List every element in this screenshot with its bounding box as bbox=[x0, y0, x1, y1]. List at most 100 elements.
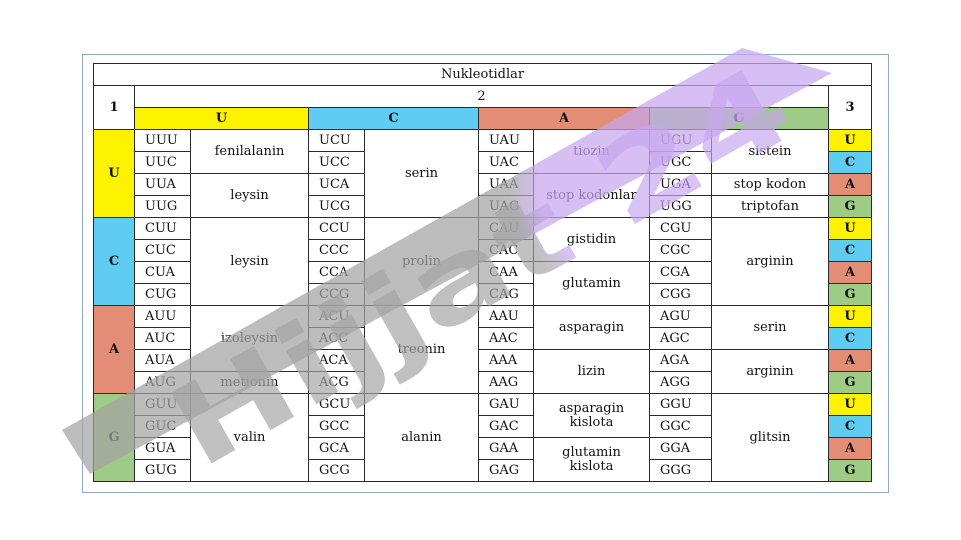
third-base-cell: C bbox=[827, 415, 873, 438]
codon-cell: ACU bbox=[308, 305, 365, 328]
codon-cell: CUA bbox=[134, 261, 191, 284]
codon-cell: AUC bbox=[134, 327, 191, 350]
third-base-cell: C bbox=[827, 239, 873, 262]
codon-cell: GAG bbox=[478, 459, 534, 482]
amino-acid-cell: glutamin bbox=[533, 261, 650, 306]
codon-table: Nukleotidlar 1 2 3 U C A G U UUU fenilal… bbox=[92, 63, 873, 482]
codon-cell: CAC bbox=[478, 239, 534, 262]
codon-cell: GAU bbox=[478, 393, 534, 416]
amino-acid-cell: izoleysin bbox=[190, 305, 309, 372]
third-base-cell: A bbox=[827, 349, 873, 372]
codon-cell: GGU bbox=[649, 393, 712, 416]
third-base-cell: U bbox=[827, 129, 873, 152]
third-base-cell: G bbox=[827, 283, 873, 306]
amino-acid-cell: arginin bbox=[711, 217, 829, 306]
codon-cell: GCA bbox=[308, 437, 365, 460]
third-base-cell: G bbox=[827, 459, 873, 482]
amino-acid-cell: glutamin kislota bbox=[533, 437, 650, 482]
codon-cell: GCU bbox=[308, 393, 365, 416]
codon-cell: CGG bbox=[649, 283, 712, 306]
codon-cell: AAU bbox=[478, 305, 534, 328]
codon-cell: CCA bbox=[308, 261, 365, 284]
amino-acid-cell: serin bbox=[711, 305, 829, 350]
third-base-cell: C bbox=[827, 327, 873, 350]
codon-cell: GUU bbox=[134, 393, 191, 416]
amino-acid-cell: treonin bbox=[364, 305, 479, 394]
amino-acid-cell: sistein bbox=[711, 129, 829, 174]
codon-table-body: Nukleotidlar 1 2 3 U C A G U UUU fenilal… bbox=[92, 63, 873, 482]
codon-cell: AUU bbox=[134, 305, 191, 328]
codon-cell: CUU bbox=[134, 217, 191, 240]
codon-cell: UUA bbox=[134, 173, 191, 196]
codon-cell: CUC bbox=[134, 239, 191, 262]
codon-cell: GAC bbox=[478, 415, 534, 438]
codon-cell: AGU bbox=[649, 305, 712, 328]
codon-cell: UCC bbox=[308, 151, 365, 174]
second-base-label: 2 bbox=[134, 85, 829, 108]
codon-cell: UCU bbox=[308, 129, 365, 152]
codon-cell: AAC bbox=[478, 327, 534, 350]
amino-acid-cell: arginin bbox=[711, 349, 829, 394]
codon-cell: CGA bbox=[649, 261, 712, 284]
codon-cell: GUA bbox=[134, 437, 191, 460]
amino-acid-cell: lizin bbox=[533, 349, 650, 394]
second-base-header-a: A bbox=[478, 107, 650, 130]
amino-acid-cell: tiozin bbox=[533, 129, 650, 174]
codon-cell: UCA bbox=[308, 173, 365, 196]
amino-acid-cell: asparagin bbox=[533, 305, 650, 350]
amino-acid-cell: gistidin bbox=[533, 217, 650, 262]
amino-acid-cell: valin bbox=[190, 393, 309, 482]
codon-cell: CCG bbox=[308, 283, 365, 306]
codon-cell: UGC bbox=[649, 151, 712, 174]
codon-cell: ACC bbox=[308, 327, 365, 350]
codon-cell: GGG bbox=[649, 459, 712, 482]
third-base-cell: A bbox=[827, 173, 873, 196]
third-base-cell: A bbox=[827, 437, 873, 460]
codon-cell: CCC bbox=[308, 239, 365, 262]
codon-cell: AGG bbox=[649, 371, 712, 394]
amino-acid-cell: stop kodon bbox=[711, 173, 829, 196]
codon-cell: UUC bbox=[134, 151, 191, 174]
first-base-label: 1 bbox=[93, 85, 135, 130]
codon-cell: CCU bbox=[308, 217, 365, 240]
codon-cell: ACG bbox=[308, 371, 365, 394]
first-base-g: G bbox=[93, 393, 135, 482]
codon-cell: UGA bbox=[649, 173, 712, 196]
amino-acid-cell: serin bbox=[364, 129, 479, 218]
codon-cell: UGG bbox=[649, 195, 712, 218]
third-base-cell: U bbox=[827, 305, 873, 328]
second-base-header-g: G bbox=[649, 107, 829, 130]
codon-cell: AGA bbox=[649, 349, 712, 372]
amino-acid-cell: stop kodonlar bbox=[533, 173, 650, 218]
codon-cell: CAU bbox=[478, 217, 534, 240]
amino-acid-cell: metionin bbox=[190, 371, 309, 394]
amino-acid-cell: triptofan bbox=[711, 195, 829, 218]
codon-cell: UAG bbox=[478, 195, 534, 218]
third-base-cell: U bbox=[827, 217, 873, 240]
amino-acid-cell: asparagin kislota bbox=[533, 393, 650, 438]
codon-cell: UAA bbox=[478, 173, 534, 196]
codon-cell: GGA bbox=[649, 437, 712, 460]
codon-cell: GCC bbox=[308, 415, 365, 438]
amino-acid-cell: glitsin bbox=[711, 393, 829, 482]
codon-cell: UCG bbox=[308, 195, 365, 218]
codon-cell: CGC bbox=[649, 239, 712, 262]
amino-acid-cell: leysin bbox=[190, 173, 309, 218]
first-base-c: C bbox=[93, 217, 135, 306]
third-base-label: 3 bbox=[827, 85, 873, 130]
first-base-a: A bbox=[93, 305, 135, 394]
third-base-cell: U bbox=[827, 393, 873, 416]
second-base-header-c: C bbox=[308, 107, 479, 130]
codon-cell: UGU bbox=[649, 129, 712, 152]
codon-cell: GUC bbox=[134, 415, 191, 438]
codon-cell: AAA bbox=[478, 349, 534, 372]
codon-cell: GCG bbox=[308, 459, 365, 482]
codon-cell: UAU bbox=[478, 129, 534, 152]
codon-cell: AUG bbox=[134, 371, 191, 394]
codon-cell: UUU bbox=[134, 129, 191, 152]
codon-cell: ACA bbox=[308, 349, 365, 372]
amino-acid-cell: prolin bbox=[364, 217, 479, 306]
table-title: Nukleotidlar bbox=[92, 63, 873, 86]
codon-cell: UUG bbox=[134, 195, 191, 218]
third-base-cell: G bbox=[827, 195, 873, 218]
